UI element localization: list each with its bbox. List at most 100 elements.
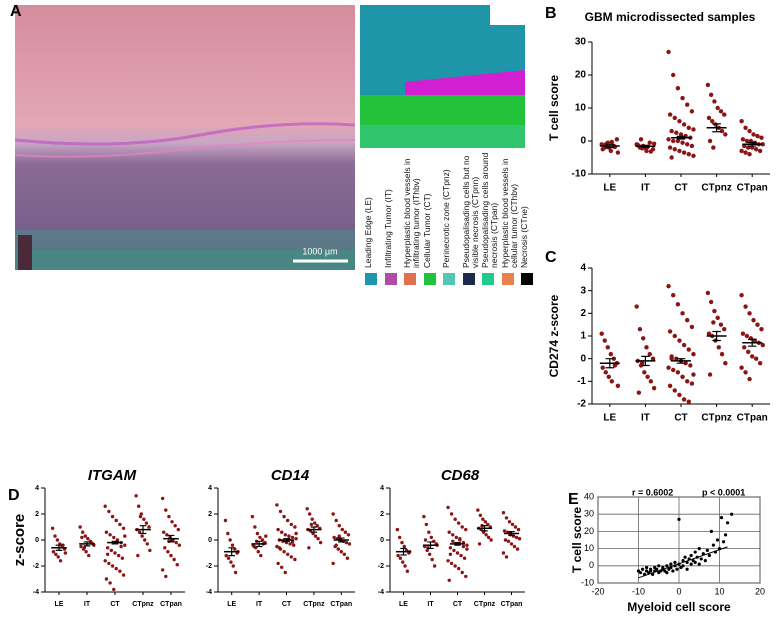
data-point: [477, 542, 482, 546]
data-point: [84, 550, 88, 554]
data-point: [665, 564, 669, 568]
sem-bar: [400, 547, 407, 556]
data-point: [316, 537, 320, 541]
legend-swatch: [443, 273, 455, 285]
x-tick-label: CTpnz: [303, 601, 325, 608]
sem-bar: [481, 525, 488, 532]
data-point: [675, 302, 681, 307]
data-point: [681, 397, 687, 402]
data-point: [398, 556, 403, 560]
panel-label: B: [545, 5, 557, 22]
legend-label: Perinecrotic zone (CTpnz): [441, 169, 451, 268]
data-point: [226, 531, 230, 536]
fit-line: [638, 546, 728, 579]
data-point: [743, 304, 748, 309]
data-point: [331, 512, 335, 516]
data-point: [134, 494, 138, 498]
data-point: [104, 530, 109, 534]
data-point: [719, 128, 725, 134]
data-point: [666, 49, 671, 55]
data-point: [432, 564, 437, 568]
legend-swatch: [462, 273, 475, 285]
data-point: [512, 544, 517, 549]
data-point: [478, 513, 483, 517]
data-point: [649, 569, 653, 573]
data-point: [145, 542, 149, 546]
data-point: [516, 527, 521, 532]
data-point: [685, 317, 690, 323]
data-point: [164, 574, 168, 579]
data-point: [459, 553, 463, 558]
data-point: [405, 569, 410, 573]
y-tick-label: 30: [584, 509, 594, 519]
data-point: [282, 514, 286, 519]
data-point: [170, 520, 174, 524]
data-point: [456, 566, 461, 571]
data-point: [686, 152, 691, 157]
data-point: [313, 521, 317, 525]
sem-bar: [454, 542, 461, 546]
data-point: [448, 552, 453, 556]
data-point: [669, 562, 673, 566]
data-point: [651, 141, 657, 146]
data-point: [501, 551, 506, 555]
data-point: [691, 153, 696, 159]
data-point: [465, 547, 469, 551]
y-tick-label: 2: [380, 511, 384, 518]
x-tick-label: -10: [632, 586, 645, 596]
data-point: [673, 560, 677, 564]
data-point: [753, 356, 759, 361]
x-tick-label: CTpnz: [701, 183, 732, 194]
data-point: [138, 514, 143, 519]
data-point: [287, 534, 291, 538]
y-tick-label: 0: [589, 560, 594, 570]
x-tick-label: IT: [427, 601, 434, 608]
data-point: [743, 370, 748, 375]
data-point: [681, 150, 687, 155]
sem-bar: [427, 541, 434, 550]
data-point: [672, 388, 677, 393]
data-point: [639, 361, 645, 366]
data-point: [483, 520, 488, 524]
data-point: [608, 148, 614, 154]
data-point: [681, 342, 687, 348]
data-point: [223, 518, 228, 523]
data-point: [693, 550, 697, 554]
data-point: [507, 520, 512, 524]
y-tick-label: 30: [575, 37, 587, 48]
data-point: [290, 540, 295, 544]
data-point: [514, 535, 519, 540]
data-point: [743, 150, 748, 155]
data-point: [63, 551, 68, 555]
x-tick-label: IT: [641, 183, 650, 194]
data-point: [280, 565, 284, 569]
data-point: [252, 544, 256, 549]
legend-swatch: [482, 273, 494, 285]
legend-label: Leading Edge (LE): [363, 197, 373, 268]
data-point: [402, 544, 406, 549]
data-point: [123, 534, 127, 538]
x-tick-label: 20: [755, 586, 765, 596]
data-point: [504, 555, 509, 559]
data-point: [481, 517, 485, 521]
data-point: [294, 531, 298, 536]
y-tick-label: -1: [577, 376, 586, 387]
data-point: [638, 137, 644, 142]
data-point: [750, 354, 755, 359]
data-point: [451, 533, 455, 537]
data-point: [54, 552, 58, 556]
data-point: [671, 293, 676, 298]
data-point: [609, 379, 615, 384]
data-point: [697, 562, 701, 566]
data-point: [705, 548, 709, 552]
data-point: [82, 546, 87, 550]
data-point: [51, 550, 56, 554]
data-point: [160, 496, 165, 501]
data-point: [686, 399, 691, 404]
x-tick-label: CTpnz: [132, 601, 154, 608]
data-point: [647, 351, 652, 357]
data-point: [707, 138, 713, 144]
data-point: [250, 514, 255, 519]
data-point: [313, 534, 318, 538]
y-tick-label: -10: [572, 169, 587, 180]
